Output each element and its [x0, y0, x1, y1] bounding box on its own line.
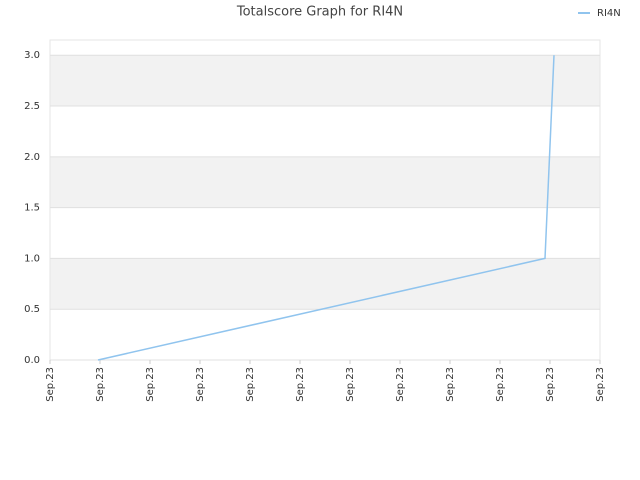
x-tick-label: Sep.23 — [95, 367, 106, 402]
chart-title: Totalscore Graph for RI4N — [236, 5, 403, 20]
x-tick-label: Sep.23 — [395, 367, 406, 402]
x-tick-label: Sep.23 — [145, 367, 156, 402]
x-tick-label: Sep.23 — [445, 367, 456, 402]
x-tick-label: Sep.23 — [595, 367, 606, 402]
y-tick-label: 2.0 — [24, 152, 40, 163]
plot-band — [50, 258, 600, 310]
x-tick-label: Sep.23 — [295, 367, 306, 402]
series-line — [97, 55, 555, 361]
plot-band — [50, 156, 600, 208]
plot-band — [50, 55, 600, 107]
y-tick-label: 0.5 — [24, 304, 40, 315]
y-tick-label: 3.0 — [24, 50, 40, 61]
plot-band — [50, 106, 600, 157]
x-tick-label: Sep.23 — [245, 367, 256, 402]
y-tick-label: 0.0 — [24, 355, 40, 366]
x-tick-label: Sep.23 — [195, 367, 206, 402]
x-tick-label: Sep.23 — [345, 367, 356, 402]
plot-band — [50, 207, 600, 259]
legend-label: RI4N — [597, 8, 621, 19]
x-tick-label: Sep.23 — [545, 367, 556, 402]
plot-band — [50, 40, 600, 56]
y-tick-label: 1.0 — [24, 253, 40, 264]
y-tick-label: 2.5 — [24, 101, 40, 112]
x-tick-label: Sep.23 — [45, 367, 56, 402]
y-tick-label: 1.5 — [24, 203, 40, 214]
x-tick-label: Sep.23 — [495, 367, 506, 402]
plot-band — [50, 309, 600, 360]
